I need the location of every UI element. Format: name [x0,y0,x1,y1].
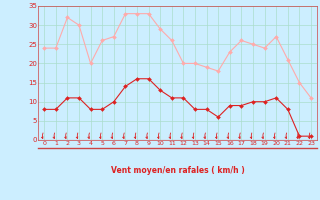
X-axis label: Vent moyen/en rafales ( km/h ): Vent moyen/en rafales ( km/h ) [111,166,244,175]
